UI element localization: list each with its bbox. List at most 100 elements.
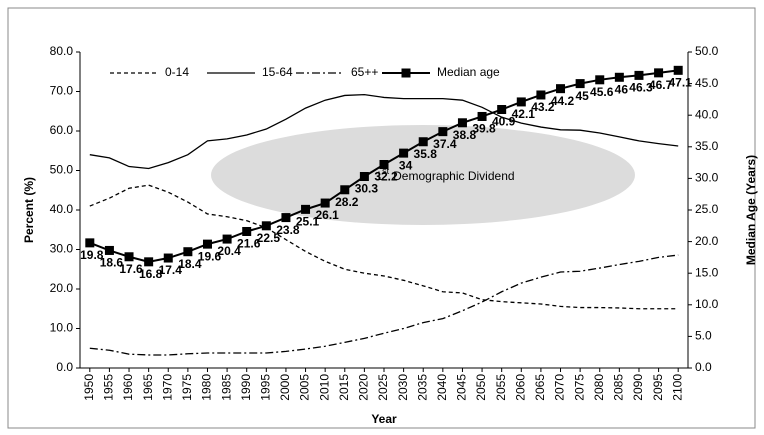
x-tick-label: 1995 <box>258 374 272 401</box>
marker <box>536 90 546 100</box>
data-label: 30.3 <box>355 182 379 196</box>
marker <box>222 234 232 244</box>
annotation: 1st Demographic Dividend <box>375 166 514 183</box>
marker <box>281 213 291 223</box>
x-tick-label: 1955 <box>102 374 116 401</box>
x-tick-label: 1990 <box>239 374 253 401</box>
y-axis-label: Percent (%) <box>22 177 36 243</box>
x-tick-label: 1975 <box>180 374 194 401</box>
data-label: 18.4 <box>178 257 202 271</box>
y-tick-label: 50.0 <box>50 163 74 177</box>
x-tick-label: 2090 <box>631 374 645 401</box>
data-label: 17.6 <box>119 262 143 276</box>
y-tick-label: 80.0 <box>50 44 74 58</box>
y2-tick-label: 45.0 <box>695 76 719 90</box>
marker <box>320 198 330 208</box>
marker <box>673 65 683 75</box>
data-label: 46 <box>615 82 629 96</box>
x-tick-label: 2100 <box>670 374 684 401</box>
data-label: 47.1 <box>669 75 693 89</box>
marker <box>261 221 271 231</box>
x-tick-label: 2055 <box>494 374 508 401</box>
data-label: 46.3 <box>629 81 653 95</box>
y2-axis-label: Median Age (Years) <box>744 155 758 265</box>
x-tick-label: 1985 <box>219 374 233 401</box>
x-tick-label: 1980 <box>200 374 214 401</box>
x-tick-label: 2060 <box>513 374 527 401</box>
y2-tick-label: 10.0 <box>695 297 719 311</box>
legend-label: 0-14 <box>165 65 189 79</box>
x-tick-label: 2025 <box>376 374 390 401</box>
y2-tick-label: 50.0 <box>695 44 719 58</box>
y2-tick-label: 15.0 <box>695 265 719 279</box>
x-tick-label: 2010 <box>317 374 331 401</box>
x-tick-label: 2050 <box>474 374 488 401</box>
data-label: 19.6 <box>198 249 222 263</box>
x-axis-label: Year <box>371 412 397 426</box>
x-tick-label: 1965 <box>141 374 155 401</box>
marker <box>202 239 212 249</box>
marker <box>634 70 644 80</box>
x-tick-label: 2030 <box>396 374 410 401</box>
x-tick-label: 2015 <box>337 374 351 401</box>
x-tick-label: 1950 <box>82 374 96 401</box>
legend-label: 65++ <box>351 65 378 79</box>
x-tick-label: 2005 <box>298 374 312 401</box>
marker <box>124 252 134 262</box>
legend-label: Median age <box>437 65 500 79</box>
data-label: 38.8 <box>453 128 477 142</box>
data-label: 45.6 <box>590 85 614 99</box>
marker <box>497 105 507 115</box>
data-label: 20.4 <box>217 244 241 258</box>
x-tick-label: 1970 <box>160 374 174 401</box>
marker <box>556 84 566 94</box>
x-tick-label: 2095 <box>651 374 665 401</box>
marker <box>595 75 605 85</box>
data-label: 28.2 <box>335 195 359 209</box>
data-label: 43.2 <box>531 100 555 114</box>
y2-tick-label: 0.0 <box>695 360 712 374</box>
marker <box>399 148 409 158</box>
annotation-number: 1 <box>375 169 382 183</box>
dividend-ellipse <box>211 125 635 225</box>
legend-marker <box>401 68 411 78</box>
y2-tick-label: 30.0 <box>695 171 719 185</box>
data-label: 25.1 <box>296 215 320 229</box>
data-label: 40.9 <box>492 115 516 129</box>
x-tick-label: 2040 <box>435 374 449 401</box>
data-label: 37.4 <box>433 137 457 151</box>
marker <box>301 204 311 214</box>
x-tick-label: 2065 <box>533 374 547 401</box>
marker <box>144 257 154 267</box>
marker <box>359 172 369 182</box>
data-label: 18.6 <box>100 256 124 270</box>
x-tick-label: 2000 <box>278 374 292 401</box>
y-tick-label: 40.0 <box>50 202 74 216</box>
marker <box>242 226 252 236</box>
y2-tick-label: 5.0 <box>695 329 712 343</box>
marker <box>379 159 389 169</box>
y-tick-label: 0.0 <box>56 360 73 374</box>
annotation-text: Demographic Dividend <box>393 169 514 183</box>
legend-label: 15-64 <box>262 65 293 79</box>
marker <box>418 137 428 147</box>
x-tick-label: 2020 <box>357 374 371 401</box>
x-tick-label: 2075 <box>572 374 586 401</box>
marker <box>477 111 487 121</box>
data-label: 21.6 <box>237 237 261 251</box>
data-label: 22.5 <box>257 231 281 245</box>
data-label: 23.8 <box>276 223 300 237</box>
marker <box>654 68 664 78</box>
x-tick-label: 2035 <box>415 374 429 401</box>
marker <box>457 118 467 128</box>
marker <box>183 247 193 257</box>
series-line <box>89 254 679 356</box>
y2-tick-label: 20.0 <box>695 234 719 248</box>
data-label: 17.4 <box>159 263 183 277</box>
marker <box>516 97 526 107</box>
y-tick-label: 70.0 <box>50 84 74 98</box>
annotation-sup: st <box>382 166 390 176</box>
marker <box>575 79 585 89</box>
data-label: 32.2 <box>374 170 398 184</box>
